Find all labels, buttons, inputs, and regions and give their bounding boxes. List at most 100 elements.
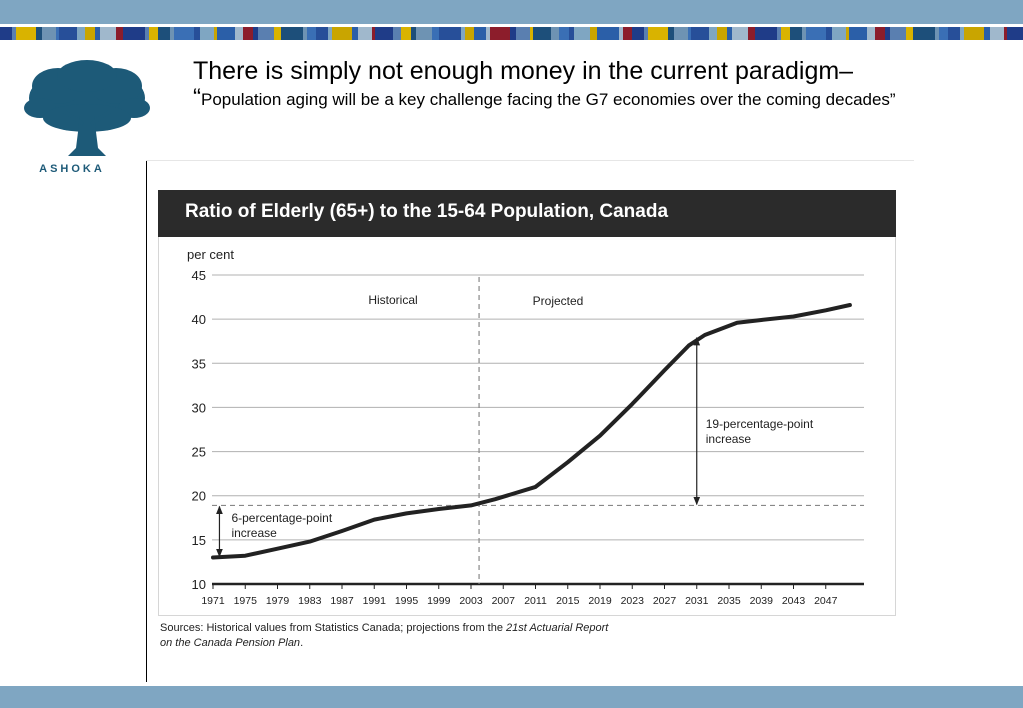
y-tick-label: 45 — [192, 268, 206, 283]
x-tick-label: 2047 — [814, 595, 838, 607]
stripe-segment — [806, 27, 826, 40]
stripe-segment — [964, 27, 984, 40]
stripe-segment — [748, 27, 755, 40]
y-tick-label: 10 — [192, 577, 206, 592]
stripe-segment — [559, 27, 569, 40]
y-tick-label: 15 — [192, 533, 206, 548]
chart-title: Ratio of Elderly (65+) to the 15-64 Popu… — [185, 201, 669, 222]
stripe-segment — [644, 27, 648, 40]
stripe-segment — [16, 27, 36, 40]
stripe-segment — [36, 27, 42, 40]
x-tick-label: 2035 — [717, 595, 741, 607]
stripe-segment — [732, 27, 748, 40]
stripe-segment — [717, 27, 727, 40]
stripe-segment — [59, 27, 77, 40]
stripe-segment — [939, 27, 948, 40]
y-tick-label: 20 — [192, 489, 206, 504]
stripe-segment — [832, 27, 846, 40]
x-tick-label: 2043 — [782, 595, 806, 607]
slide-heading: There is simply not enough money in the … — [193, 56, 993, 112]
stripe-segment — [530, 27, 533, 40]
stripe-segment — [691, 27, 709, 40]
stripe-segment — [465, 27, 474, 40]
stripe-segment — [416, 27, 432, 40]
stripe-segment — [597, 27, 619, 40]
stripe-segment — [574, 27, 590, 40]
stripe-segment — [674, 27, 688, 40]
stripe-segment — [510, 27, 516, 40]
content-divider-horizontal — [146, 160, 914, 161]
stripe-segment — [984, 27, 990, 40]
sources-italic-2: on the Canada Pension Plan — [160, 637, 301, 649]
chart-title-bar — [158, 190, 896, 237]
stripe-segment — [12, 27, 16, 40]
stripe-segment — [875, 27, 885, 40]
sources-italic-1: 21st Actuarial Report — [506, 622, 609, 634]
x-tick-label: 2031 — [685, 595, 709, 607]
stripe-segment — [307, 27, 316, 40]
stripe-segment — [328, 27, 332, 40]
stripe-segment — [0, 27, 12, 40]
stripe-segment — [960, 27, 964, 40]
stripe-segment — [217, 27, 235, 40]
x-tick-label: 1995 — [395, 595, 419, 607]
stripe-segment — [867, 27, 875, 40]
stripe-segment — [439, 27, 461, 40]
y-axis-label: per cent — [187, 247, 234, 262]
stripe-segment — [243, 27, 253, 40]
content-divider-vertical — [146, 160, 147, 682]
logo-wordmark: ASHOKA — [39, 163, 105, 175]
top-banner — [0, 0, 1023, 24]
stripe-segment — [432, 27, 439, 40]
annotation-label: increase — [706, 432, 752, 446]
stripe-segment — [913, 27, 935, 40]
stripe-segment — [274, 27, 281, 40]
stripe-segment — [200, 27, 214, 40]
stripe-segment — [906, 27, 913, 40]
stripe-segment — [790, 27, 802, 40]
region-label-projected: Projected — [533, 294, 584, 308]
heading-quote-text: Population aging will be a key challenge… — [201, 90, 896, 109]
stripe-segment — [42, 27, 56, 40]
y-tick-label: 35 — [192, 356, 206, 371]
stripe-segment — [95, 27, 100, 40]
decorative-stripe-band — [0, 27, 1023, 40]
x-tick-label: 1983 — [298, 595, 322, 607]
x-tick-label: 2019 — [588, 595, 612, 607]
x-tick-label: 2027 — [653, 595, 677, 607]
stripe-segment — [56, 27, 59, 40]
x-tick-label: 1999 — [427, 595, 451, 607]
stripe-segment — [846, 27, 849, 40]
stripe-segment — [170, 27, 174, 40]
stripe-segment — [174, 27, 194, 40]
sources-prefix: Sources: Historical values from Statisti… — [160, 622, 507, 634]
stripe-segment — [358, 27, 372, 40]
x-tick-label: 2039 — [750, 595, 774, 607]
stripe-segment — [375, 27, 393, 40]
stripe-segment — [474, 27, 486, 40]
y-tick-label: 30 — [192, 400, 206, 415]
stripe-segment — [332, 27, 352, 40]
stripe-segment — [623, 27, 632, 40]
y-tick-label: 25 — [192, 445, 206, 460]
x-tick-label: 2007 — [492, 595, 516, 607]
stripe-segment — [1004, 27, 1007, 40]
annotation-label: increase — [231, 526, 277, 540]
stripe-segment — [802, 27, 806, 40]
x-tick-label: 2003 — [459, 595, 483, 607]
stripe-segment — [77, 27, 85, 40]
stripe-segment — [253, 27, 258, 40]
stripe-segment — [990, 27, 1004, 40]
stripe-segment — [688, 27, 691, 40]
tree-icon — [24, 60, 150, 156]
stripe-segment — [619, 27, 623, 40]
stripe-segment — [590, 27, 597, 40]
stripe-segment — [826, 27, 832, 40]
stripe-segment — [516, 27, 530, 40]
stripe-segment — [235, 27, 243, 40]
stripe-segment — [777, 27, 781, 40]
bottom-banner — [0, 686, 1023, 708]
stripe-segment — [551, 27, 559, 40]
stripe-segment — [486, 27, 490, 40]
